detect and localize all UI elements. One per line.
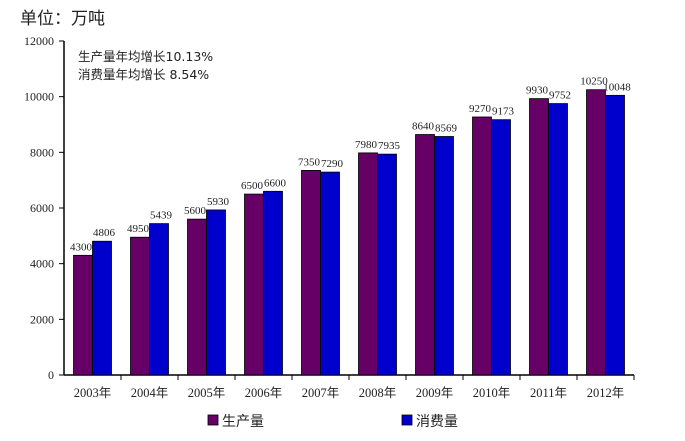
data-label: 9930 [526, 85, 549, 97]
x-tick-label: 2010年 [473, 386, 511, 400]
data-label: 7350 [298, 156, 321, 168]
data-label: 10048 [603, 81, 631, 93]
x-tick-label: 2011年 [530, 386, 567, 400]
y-tick-label: 0 [48, 368, 54, 382]
production-growth-note: 生产量年均增长10.13% [78, 49, 214, 64]
legend-swatch [207, 414, 219, 426]
bar-consumption [491, 119, 511, 376]
y-tick-label: 4000 [30, 257, 54, 271]
bar-consumption [548, 103, 568, 376]
bar-consumption [605, 94, 625, 376]
y-tick-label: 2000 [30, 312, 54, 326]
x-tick-label: 2007年 [302, 386, 340, 400]
bar-consumption [263, 190, 283, 376]
bar-production [187, 218, 207, 376]
data-label: 6600 [264, 177, 287, 189]
data-label: 7290 [321, 158, 344, 170]
x-tick-label: 2012年 [587, 386, 625, 400]
bar-production [586, 89, 606, 376]
bar-production [73, 254, 93, 376]
data-label: 4950 [127, 223, 150, 235]
x-tick-label: 2006年 [245, 386, 283, 400]
data-label: 9270 [469, 103, 492, 115]
y-tick-label: 8000 [30, 145, 54, 159]
y-tick-label: 10000 [24, 90, 54, 104]
x-tick-label: 2003年 [74, 386, 112, 400]
data-label: 9752 [549, 90, 571, 102]
bar-production [244, 193, 264, 376]
data-label: 7935 [378, 140, 401, 152]
data-label: 10250 [580, 76, 608, 88]
data-label: 5930 [207, 196, 230, 208]
x-tick-label: 2005年 [188, 386, 226, 400]
legend-swatch [401, 414, 413, 426]
bar-production [358, 152, 378, 376]
data-label: 7980 [355, 139, 378, 151]
bar-consumption [320, 171, 340, 376]
legend-label: 生产量 [222, 414, 264, 430]
bar-consumption [92, 240, 112, 376]
legend-label: 消费量 [416, 414, 458, 430]
bar-production [472, 116, 492, 376]
data-label: 5600 [184, 205, 207, 217]
data-label: 4806 [93, 227, 116, 239]
y-tick-label: 12000 [24, 34, 54, 48]
x-tick-label: 2008年 [359, 386, 397, 400]
x-tick-label: 2009年 [416, 386, 454, 400]
bar-production [301, 170, 321, 376]
bar-production [529, 98, 549, 376]
unit-label: 单位：万吨 [20, 9, 105, 29]
bar-consumption [434, 136, 454, 376]
x-tick-label: 2004年 [131, 386, 169, 400]
data-label: 4300 [70, 241, 93, 253]
bar-production [415, 134, 435, 376]
bar-production [130, 236, 150, 376]
bar-consumption [377, 153, 397, 376]
data-label: 9173 [492, 106, 515, 118]
data-label: 6500 [241, 180, 264, 192]
data-label: 8640 [412, 121, 435, 133]
consumption-growth-note: 消费量年均增长 8.54% [78, 67, 210, 82]
bar-consumption [149, 223, 169, 376]
bar-consumption [206, 209, 226, 376]
data-label: 5439 [150, 210, 173, 222]
y-tick-label: 6000 [30, 201, 54, 215]
data-label: 8569 [435, 122, 458, 134]
